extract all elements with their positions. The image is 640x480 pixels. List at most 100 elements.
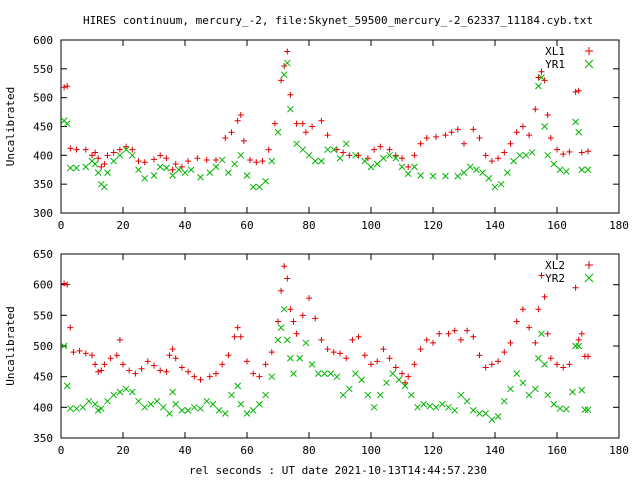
data-point-xl2 [554,361,560,368]
data-point-yr1 [66,164,74,172]
panel-1: 0 20 40 60 80 100 120 140 160 180 300 350 400 450 500 5… [4,34,629,232]
data-point-xl1 [340,149,347,156]
data-point-xl1 [253,159,260,166]
data-point-yr1 [150,172,158,179]
x-tick-label: 120 [423,444,443,457]
data-point-xl2 [312,315,319,322]
data-point-yr1 [497,180,505,188]
data-point-yr1 [584,166,592,174]
data-point-xl2 [318,336,325,343]
chart-panels: 0 20 40 60 80 100 120 140 160 1803003504004505005… [4,34,629,457]
data-point-xl2 [299,312,306,319]
data-point-xl2 [488,361,495,368]
data-point-xl2 [172,355,179,362]
x-tick-label: 100 [361,219,381,232]
data-point-xl1 [82,146,89,153]
data-point-xl2 [560,364,567,371]
y-tick-label: 450 [33,371,53,384]
data-point-yr1 [578,166,586,174]
data-point-xl2 [278,287,285,294]
data-point-yr2 [383,379,390,387]
data-point-xl2 [89,352,95,359]
data-point-xl2 [132,370,139,377]
data-point-yr2 [513,370,521,377]
data-point-yr1 [262,177,269,185]
x-tick-label: 60 [240,219,253,232]
data-point-yr1 [392,154,400,162]
data-point-xl1 [461,140,467,147]
y-axis-label: Uncalibrated [4,306,17,385]
data-point-xl2 [476,352,483,359]
data-point-xl1 [73,146,80,153]
y-tick-label: 350 [33,178,53,191]
data-point-yr1 [352,151,359,159]
data-point-xl1 [116,146,123,153]
data-point-yr1 [169,172,176,179]
data-point-xl2 [324,346,331,353]
series-XL2 [61,263,591,386]
data-point-xl1 [392,152,399,159]
data-point-xl1 [433,133,440,140]
data-point-xl1 [377,143,384,150]
plot-frame [60,253,620,439]
data-point-yr2 [221,410,229,417]
data-point-yr2 [370,403,378,411]
data-point-yr1 [318,157,325,165]
data-point-yr2 [94,407,102,414]
data-point-yr2 [172,400,180,408]
series-XL1 [61,48,591,173]
data-point-xl1 [442,132,449,139]
data-point-yr2 [426,402,434,410]
data-point-yr1 [361,157,369,165]
data-point-yr2 [203,397,211,405]
data-point-xl1 [194,155,201,162]
data-point-yr2 [104,397,111,405]
data-point-xl1 [101,160,108,167]
data-point-xl2 [399,370,405,377]
data-point-yr2 [488,416,496,423]
data-point-yr2 [575,342,583,350]
data-point-yr1 [218,156,226,164]
data-point-yr2 [97,405,105,412]
data-point-yr1 [91,160,99,168]
data-point-xl1 [554,146,560,153]
data-point-xl2 [185,368,192,375]
data-point-xl2 [526,324,533,331]
data-point-yr2 [358,376,366,384]
data-point-xl1 [169,166,176,173]
data-point-yr2 [234,382,242,390]
data-point-xl1 [585,148,591,155]
data-point-yr2 [463,397,471,405]
x-tick-label: 140 [485,444,505,457]
data-point-xl2 [392,364,399,371]
data-point-yr2 [91,400,99,408]
data-point-xl1 [318,117,325,124]
data-point-xl2 [532,339,539,346]
legend-label: YR2 [545,272,565,285]
data-point-xl1 [141,159,148,166]
data-point-yr2 [401,382,409,390]
data-point-xl2 [76,347,83,354]
data-point-yr2 [296,354,304,362]
data-point-xl2 [343,355,350,362]
data-point-yr1 [225,169,232,176]
data-point-xl2 [178,364,185,371]
series-YR2 [61,305,592,423]
data-point-xl2 [513,318,520,325]
data-point-yr2 [110,391,118,399]
y-tick-label: 500 [33,92,53,105]
data-point-yr2 [389,370,397,377]
data-point-xl1 [203,156,210,163]
data-point-yr1 [73,164,80,172]
data-point-xl1 [265,146,272,153]
data-point-yr2 [190,403,198,411]
x-tick-label: 0 [58,219,65,232]
data-point-yr1 [141,175,149,182]
y-axis-label: Uncalibrated [4,87,17,166]
data-point-xl1 [61,84,68,91]
x-tick-label: 80 [302,444,315,457]
data-point-xl2 [138,365,145,372]
data-point-yr2 [544,391,552,399]
data-point-xl2 [268,349,275,356]
data-point-xl1 [526,132,533,139]
